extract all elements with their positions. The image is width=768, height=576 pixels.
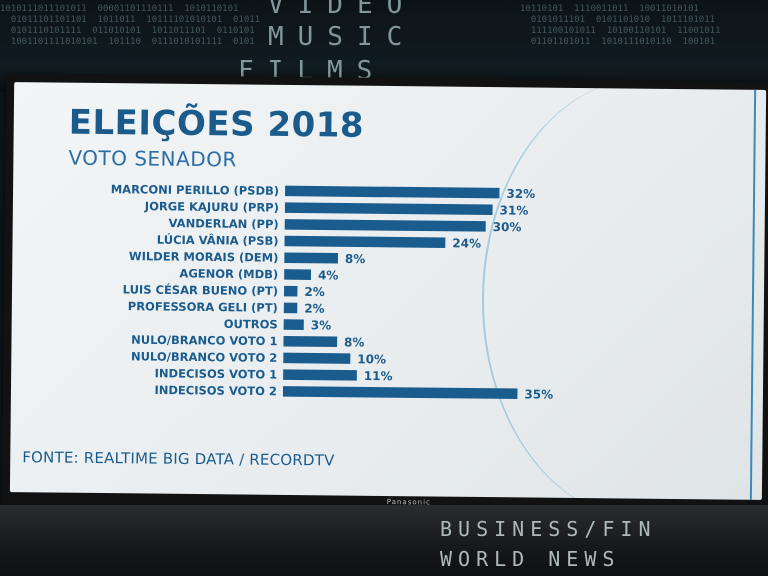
- bar: [284, 202, 493, 216]
- category-label: INDECISOS VOTO 2: [154, 383, 277, 398]
- ticker-business: BUSINESS/FIN: [440, 517, 657, 541]
- category-label: OUTROS: [224, 317, 278, 332]
- category-label: NULO/BRANCO VOTO 1: [131, 333, 277, 349]
- value-label: 35%: [524, 387, 553, 401]
- bar: [284, 219, 486, 232]
- bar: [284, 235, 446, 248]
- studio-background-bottom: BUSINESS/FIN WORLD NEWS: [0, 505, 768, 576]
- category-label: LÚCIA VÂNIA (PSB): [157, 232, 279, 248]
- value-label: 32%: [506, 187, 535, 201]
- value-label: 30%: [493, 220, 522, 234]
- bar: [282, 386, 518, 400]
- category-label: MARCONI PERILLO (PSDB): [111, 182, 279, 198]
- value-label: 8%: [345, 252, 366, 266]
- bar: [283, 335, 338, 348]
- value-label: 24%: [452, 236, 481, 250]
- category-label: LUIS CÉSAR BUENO (PT): [123, 281, 278, 298]
- bar: [285, 185, 500, 199]
- category-label: INDECISOS VOTO 1: [155, 366, 278, 381]
- category-label: AGENOR (MDB): [179, 266, 278, 281]
- value-label: 2%: [304, 285, 325, 299]
- bar: [283, 319, 304, 330]
- category-label: WILDER MORAIS (DEM): [129, 249, 279, 265]
- value-label: 11%: [364, 369, 393, 383]
- value-label: 4%: [318, 268, 339, 282]
- value-label: 10%: [357, 352, 386, 366]
- category-label: NULO/BRANCO VOTO 2: [131, 349, 277, 365]
- value-label: 31%: [500, 203, 529, 217]
- source-credit: FONTE: REALTIME BIG DATA / RECORDTV: [22, 448, 335, 470]
- category-label: PROFESSORA GELI (PT): [128, 299, 278, 315]
- category-label: JORGE KAJURU (PRP): [144, 199, 279, 214]
- bar: [283, 302, 298, 314]
- bar: [284, 252, 339, 264]
- ticker-world-news: WORLD NEWS: [440, 547, 621, 571]
- value-label: 8%: [344, 335, 365, 349]
- studio-word-music: MUSIC: [268, 22, 417, 52]
- value-label: 3%: [311, 318, 332, 332]
- binary-pattern-decoration-right: 10110101 1110011011 10011010101 01010111…: [520, 4, 721, 47]
- senate-vote-bar-chart: MARCONI PERILLO (PSDB) 32% JORGE KAJURU (P…: [111, 182, 554, 402]
- bar: [283, 369, 357, 381]
- category-label: VANDERLAN (PP): [169, 216, 279, 231]
- bar: [284, 269, 312, 280]
- tv-screen: ELEIÇÕES 2018 VOTO SENADOR MARCONI PERIL…: [9, 82, 767, 500]
- value-label: 2%: [304, 302, 325, 316]
- bar: [283, 285, 298, 297]
- studio-word-video: VIDEO: [268, 0, 417, 20]
- bar: [283, 352, 351, 364]
- tv-monitor: ELEIÇÕES 2018 VOTO SENADOR MARCONI PERIL…: [1, 74, 768, 514]
- binary-pattern-decoration: 1010111011101011 00001101110111 10101101…: [0, 4, 261, 47]
